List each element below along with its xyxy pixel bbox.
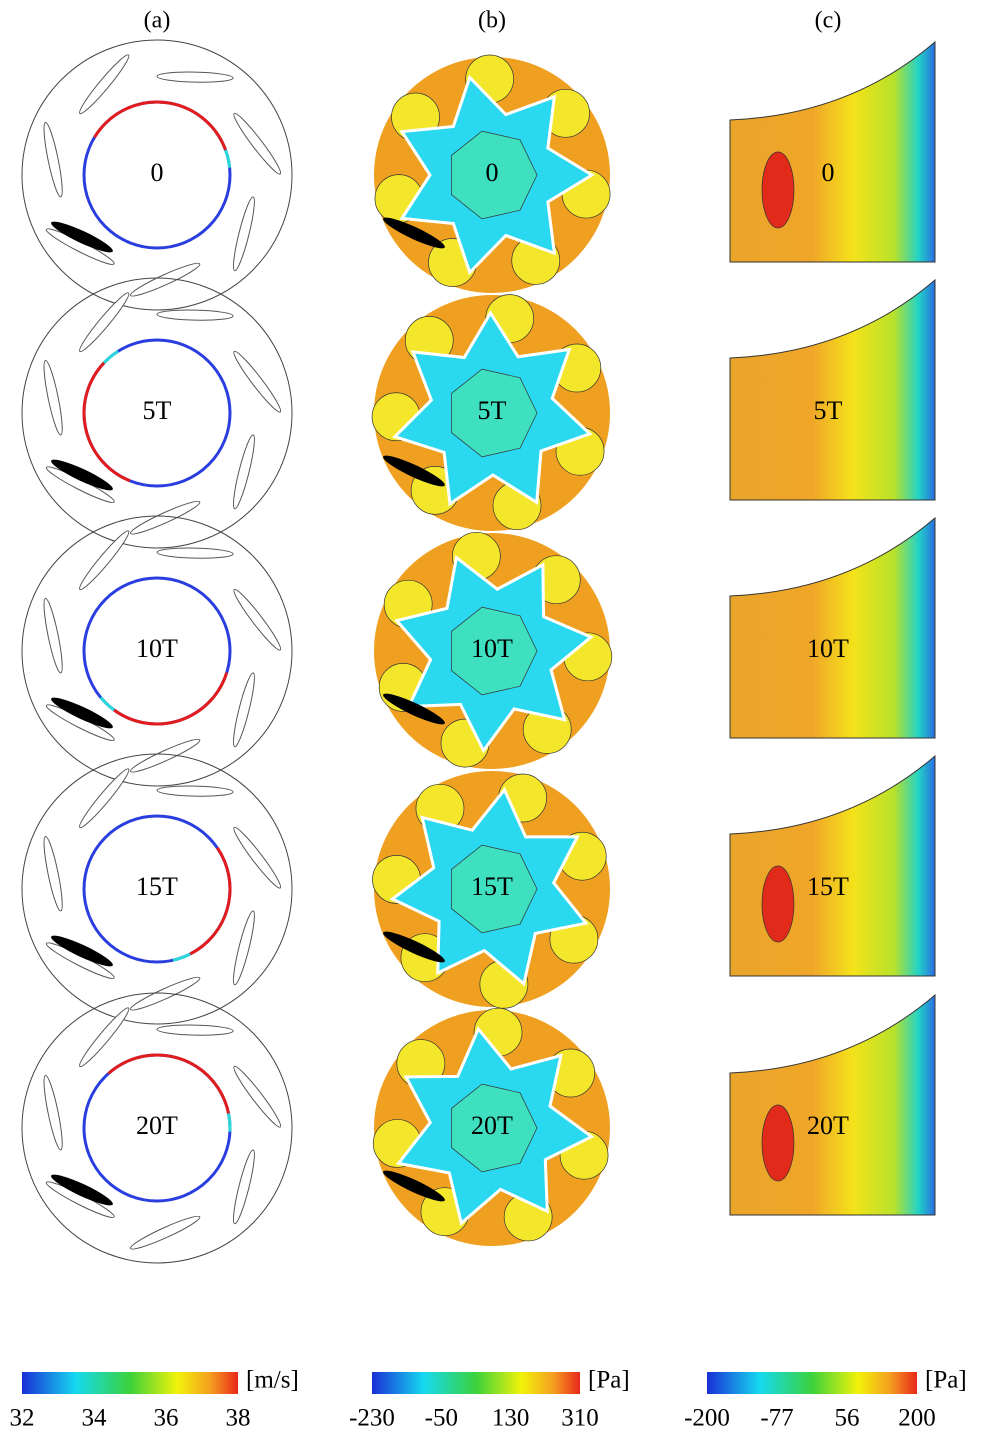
row-label: 5T [143,396,172,425]
ring-mid [226,150,230,168]
wall [730,42,935,262]
guide-vane [230,348,284,414]
colorbar [22,1372,238,1394]
guide-vane [230,910,258,986]
colorbar-tick-label: 200 [898,1405,936,1432]
guide-vane [230,586,284,652]
page: {"columns": [{"label": "(a)"}, {"label":… [0,0,985,1439]
ring-high [114,673,227,724]
wall [730,280,935,500]
row-label: 15T [136,872,178,901]
row-label: 20T [807,1111,849,1140]
column-label: (c) [815,8,842,34]
row-label: 10T [136,634,178,663]
wall-panel: 15T [730,756,935,976]
wall-panel: 5T [730,280,935,500]
row-label: 5T [478,396,507,425]
wall-panel: 0 [730,42,935,262]
guide-vane [41,597,66,673]
row-label: 0 [486,158,499,187]
velocity-panel: 10T [22,516,292,786]
guide-vane [129,259,202,300]
high-zone [762,152,794,228]
guide-vane [230,196,258,272]
colorbar [707,1372,917,1394]
colorbar-tick-label: 130 [492,1405,530,1432]
pressure-panel: 5T [372,295,610,531]
velocity-panel: 0 [22,40,292,310]
high-zone [762,1105,794,1181]
guide-vane [157,1024,233,1036]
column-label: (b) [478,8,506,34]
guide-vane [129,497,202,538]
row-label: 20T [136,1111,178,1140]
colorbar-unit: [Pa] [588,1367,630,1394]
ring-mid [229,1113,230,1131]
guide-vane [41,121,66,197]
row-label: 10T [471,634,513,663]
column-label: (a) [144,8,171,34]
wall [730,518,935,738]
guide-vane [129,1212,202,1253]
colorbar-tick-label: -230 [349,1405,395,1432]
colorbar-tick-label: 56 [835,1405,860,1432]
figure: (a) (b) (c) 0 0 0 5T 5T 5T 10T 10T 10T 15T 15T 15T 20T 2… [0,0,985,1439]
pressure-panel: 0 [374,55,610,293]
pressure-panel: 20T [373,1008,610,1246]
velocity-panel: 5T [22,278,292,548]
colorbar-tick-label: 36 [154,1405,179,1432]
guide-vane [41,835,66,911]
guide-vane [157,71,233,83]
pressure-panel: 10T [374,532,612,769]
ring-mid [104,351,118,363]
wall [730,995,935,1215]
colorbar-unit: [m/s] [246,1367,299,1394]
ring-mid [101,698,114,710]
guide-vane [157,547,233,559]
guide-vane [230,1063,284,1129]
colorbar [372,1372,580,1394]
row-label: 0 [822,158,835,187]
guide-vane [230,110,284,176]
colorbar-unit: [Pa] [925,1367,967,1394]
pressure-panel: 15T [372,771,610,1008]
ring-high [94,102,225,150]
guide-vane [157,309,233,321]
row-label: 20T [471,1111,513,1140]
guide-vane [157,785,233,797]
ring-high [84,363,130,481]
wall [730,756,935,976]
guide-vane [230,672,258,748]
guide-vane [230,824,284,890]
colorbar-tick-label: -77 [760,1405,793,1432]
velocity-panel: 15T [22,754,292,1024]
guide-vane [129,735,202,776]
colorbar-tick-label: 310 [561,1405,599,1432]
velocity-panel: 20T [22,993,292,1263]
ring-high [108,1055,228,1113]
colorbar-tick-label: 34 [82,1405,108,1432]
guide-vane [41,359,66,435]
wall-panel: 10T [730,518,935,738]
guide-vane [41,1074,66,1150]
colorbar-tick-label: 38 [226,1405,251,1432]
row-label: 15T [807,872,849,901]
ring-high [190,848,230,954]
guide-vane [230,434,258,510]
guide-vane [230,1149,258,1225]
ring-mid [173,954,190,960]
row-label: 0 [151,158,164,187]
wall-panel: 20T [730,995,935,1215]
row-label: 5T [814,396,843,425]
colorbar-tick-label: -50 [425,1405,458,1432]
colorbar-tick-label: 32 [10,1405,35,1432]
row-label: 15T [471,872,513,901]
colorbar-tick-label: -200 [684,1405,730,1432]
high-zone [762,866,794,942]
row-label: 10T [807,634,849,663]
